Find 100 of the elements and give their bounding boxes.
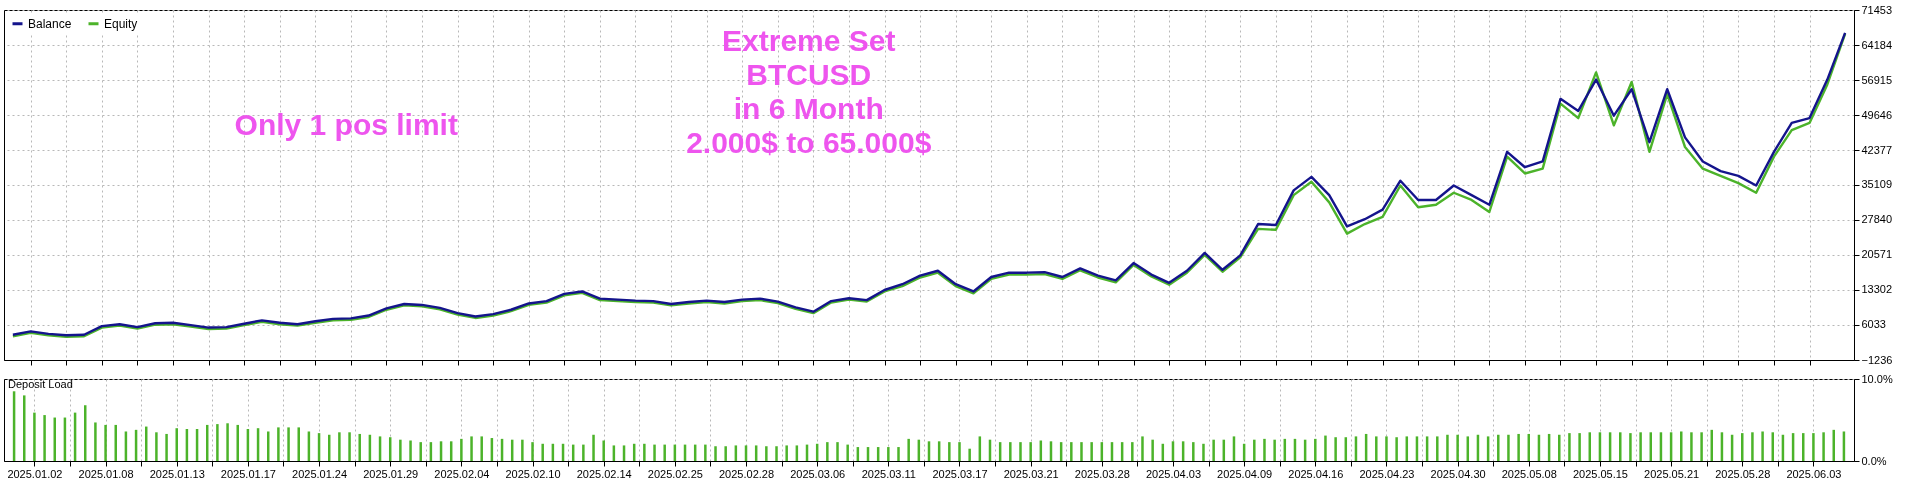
bar [1751, 432, 1754, 461]
bar [531, 442, 534, 461]
bar [1263, 438, 1266, 461]
bar [1395, 437, 1398, 461]
bar [1822, 432, 1825, 461]
bar [704, 444, 707, 461]
bar [399, 439, 402, 461]
bar [948, 442, 951, 461]
x-tick-label: 2025.04.23 [1359, 467, 1415, 480]
bar [1324, 435, 1327, 461]
bar [43, 415, 46, 461]
chart-title: Deposit Load [8, 378, 73, 390]
bar [338, 432, 341, 461]
bar [1517, 433, 1520, 461]
bar [1639, 432, 1642, 461]
x-tick-label: 2025.05.21 [1644, 467, 1700, 480]
y-tick-label: 10.0% [1861, 372, 1893, 385]
x-tick-label: 2025.03.06 [790, 467, 846, 480]
bar [663, 444, 666, 461]
bar [714, 446, 717, 461]
bar [1202, 443, 1205, 461]
bar [226, 423, 229, 461]
y-tick-label: 0.0% [1861, 454, 1887, 467]
bar [287, 427, 290, 461]
bar [1385, 436, 1388, 461]
y-tick-label: 6033 [1861, 318, 1886, 331]
x-tick-label: 2025.01.08 [78, 467, 134, 480]
bar [1812, 433, 1815, 461]
x-tick-label: 2025.05.15 [1572, 467, 1628, 480]
bar [94, 422, 97, 461]
bar [836, 442, 839, 461]
y-tick-label: 42377 [1861, 143, 1893, 156]
y-tick-label: 13302 [1861, 283, 1893, 296]
x-tick-label: 2025.04.16 [1288, 467, 1344, 480]
bar [582, 444, 585, 461]
bar [1741, 433, 1744, 461]
x-tick-label: 2025.03.21 [1003, 467, 1059, 480]
x-tick-label: 2025.01.02 [7, 467, 63, 480]
x-tick-label: 2025.04.03 [1145, 467, 1202, 480]
bar [724, 446, 727, 461]
bar [1009, 442, 1012, 461]
bar [1029, 442, 1032, 461]
bar [1761, 431, 1764, 461]
bar [216, 424, 219, 461]
bar [897, 447, 900, 461]
bar [1497, 434, 1500, 461]
bar [236, 424, 239, 461]
bar [765, 446, 768, 461]
y-tick-label: −1236 [1861, 353, 1893, 366]
bar [1456, 434, 1459, 461]
bar [1273, 439, 1276, 461]
bar [155, 432, 158, 461]
bar [460, 438, 463, 461]
bar [643, 443, 646, 461]
bar [419, 442, 422, 461]
bar [1619, 432, 1622, 461]
bar [775, 446, 778, 461]
bar [53, 417, 56, 461]
bar [1192, 442, 1195, 461]
bar [887, 447, 890, 461]
y-tick-label: 64184 [1861, 38, 1893, 51]
bar [826, 442, 829, 461]
bar [165, 433, 168, 461]
bar [1375, 436, 1378, 461]
bar [114, 424, 117, 461]
bar [409, 440, 412, 461]
y-tick-label: 49646 [1861, 108, 1893, 121]
bar [104, 424, 107, 461]
bar [1802, 433, 1805, 461]
bar [1680, 431, 1683, 461]
bar [541, 443, 544, 461]
x-tick-label: 2025.01.24 [292, 467, 348, 480]
bar [1558, 434, 1561, 461]
bar [277, 427, 280, 461]
bar [1578, 433, 1581, 461]
bar [358, 433, 361, 461]
bar [1080, 442, 1083, 461]
bar [1090, 442, 1093, 461]
x-tick-label: 2025.04.09 [1217, 467, 1273, 480]
bar [602, 440, 605, 461]
bar [1568, 433, 1571, 461]
x-tick-label: 2025.02.25 [647, 467, 703, 480]
x-tick-label: 2025.06.03 [1786, 467, 1842, 480]
y-tick-label: 20571 [1861, 248, 1893, 261]
bar [1131, 442, 1134, 461]
annotation: Only 1 pos limit [234, 107, 458, 141]
bar [846, 444, 849, 461]
x-tick-label: 2025.01.29 [363, 467, 419, 480]
x-tick-label: 2025.02.28 [718, 467, 775, 480]
bar [470, 436, 473, 461]
annotation: 2.000$ to 65.000$ [686, 125, 932, 159]
bar [1141, 436, 1144, 461]
x-tick-label: 2025.03.28 [1074, 467, 1130, 480]
x-tick-label: 2025.05.08 [1501, 467, 1557, 480]
x-tick-label: 2025.03.11 [861, 467, 916, 480]
bar [1019, 442, 1022, 461]
bar [297, 427, 300, 461]
legend-label: Balance [28, 16, 72, 31]
annotation: BTCUSD [746, 57, 872, 91]
x-tick-label: 2025.02.10 [505, 467, 561, 480]
